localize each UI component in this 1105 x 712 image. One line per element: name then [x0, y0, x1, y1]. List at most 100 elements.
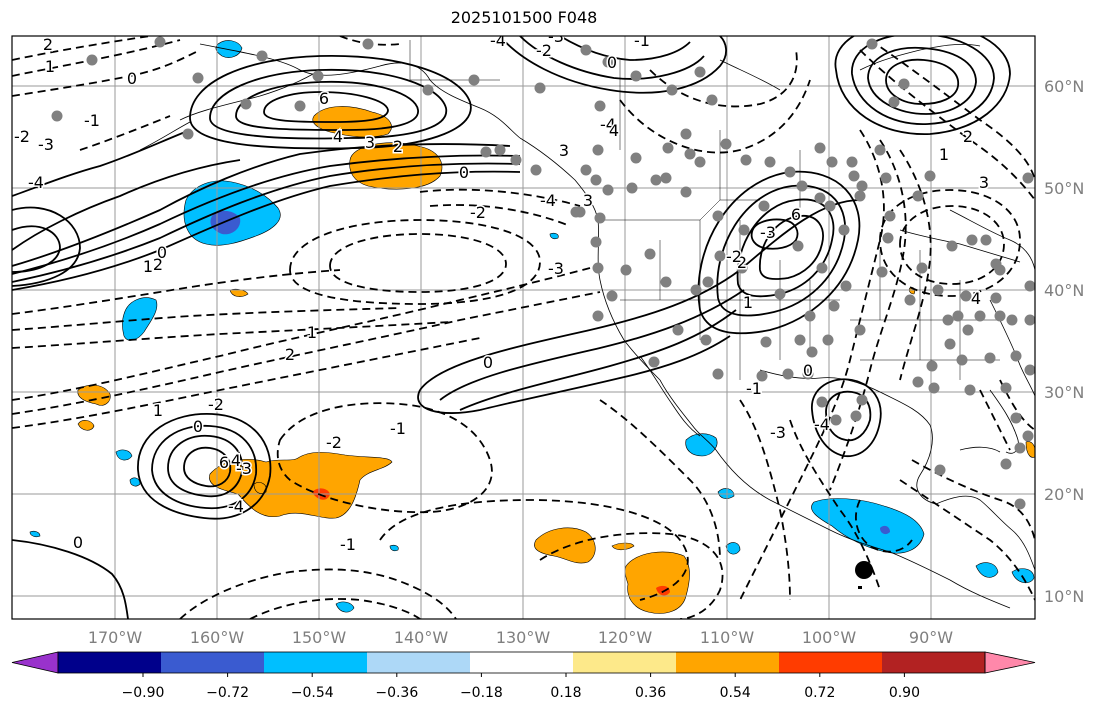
longitude-labels: 170°W 160°W 150°W 140°W 130°W 120°W 110°W 100°W…: [88, 628, 953, 647]
station-dot: [928, 382, 940, 394]
contour-label: 0: [483, 353, 493, 372]
station-dot: [774, 288, 786, 300]
contour-label: 3: [583, 191, 593, 210]
station-dot: [570, 206, 582, 218]
station-dot: [974, 310, 986, 322]
station-dot: [684, 148, 696, 160]
warm-anomaly-region: [534, 527, 596, 564]
station-dot: [590, 236, 602, 248]
colorbar-tick-label: 0.90: [889, 685, 920, 701]
contour-label: 0: [607, 53, 617, 72]
contour-label: -2: [326, 433, 342, 452]
contour-label: -1: [746, 379, 762, 398]
station-dot: [712, 210, 724, 222]
station-dot: [580, 44, 592, 56]
contour-label: 6: [791, 205, 801, 224]
station-dot: [796, 180, 808, 192]
contour-label: 3: [559, 141, 569, 160]
station-dot: [706, 94, 718, 106]
colorbar: [11, 651, 1036, 674]
longitude-label: 160°W: [190, 628, 245, 647]
colorbar-tick-label: 0.54: [720, 685, 751, 701]
station-dot: [840, 280, 852, 292]
contour-label: -2: [14, 127, 30, 146]
contour-label: -2: [726, 247, 742, 266]
station-dot: [602, 56, 614, 68]
contour-label: 3: [365, 133, 375, 152]
station-dot: [256, 50, 268, 62]
station-dot: [856, 394, 868, 406]
contour-label: -3: [548, 259, 564, 278]
station-dot: [802, 368, 814, 380]
contour-label: 1: [45, 57, 55, 76]
station-dot: [720, 138, 732, 150]
colorbar-tick-label: 0.36: [635, 685, 666, 701]
station-dot: [874, 144, 886, 156]
contour-label: 1: [143, 257, 153, 276]
station-dot: [912, 376, 924, 388]
station-dot: [680, 128, 692, 140]
latitude-label: 30°N: [1044, 383, 1084, 402]
cool-anomaly-region: [549, 232, 559, 240]
storm-marker-tail: [858, 586, 862, 589]
station-dot: [916, 262, 928, 274]
cool-anomaly-region: [115, 449, 133, 461]
station-dot: [1014, 442, 1026, 454]
latitude-label: 60°N: [1044, 77, 1084, 96]
station-dot: [1024, 280, 1035, 292]
contour-label: -4: [228, 497, 244, 516]
station-dot: [824, 200, 836, 212]
station-dot: [530, 164, 542, 176]
station-dot: [1022, 172, 1034, 184]
station-dot: [650, 174, 662, 186]
contour-label: 0: [127, 69, 137, 88]
station-dot: [694, 156, 706, 168]
station-dot: [984, 352, 996, 364]
station-dot: [240, 98, 252, 110]
contour-label: 0: [459, 163, 469, 182]
station-dot: [848, 170, 860, 182]
station-dot: [782, 368, 794, 380]
cool-anomaly-region: [122, 297, 158, 341]
contour-label: 2: [737, 253, 747, 272]
colorbar-tick-label: 0.72: [804, 685, 835, 701]
station-dot: [422, 84, 434, 96]
station-dot: [626, 182, 638, 194]
station-dot: [740, 154, 752, 166]
station-dot: [154, 36, 166, 48]
station-dot: [602, 184, 614, 196]
colorbar-tick-labels: −0.90 −0.72 −0.54 −0.36 −0.18 0.18 0.36 0.54 0.7…: [122, 673, 920, 701]
station-dot: [960, 290, 972, 302]
station-dot: [294, 100, 306, 112]
contour-label: -4: [814, 415, 830, 434]
longitude-label: 100°W: [802, 628, 857, 647]
station-dot: [962, 324, 974, 336]
colorbar-segment: [573, 652, 677, 673]
contour-label: -3: [770, 423, 786, 442]
station-dot: [792, 240, 804, 252]
station-dot: [838, 224, 850, 236]
station-dot: [854, 190, 866, 202]
cool-anomaly-region: [1011, 568, 1035, 584]
latitude-label: 20°N: [1044, 485, 1084, 504]
station-dot: [700, 334, 712, 346]
figure-title: 2025101500 F048: [450, 8, 598, 27]
station-dot: [882, 232, 894, 244]
colorbar-segment: [779, 652, 883, 673]
station-dot: [51, 110, 63, 122]
longitude-label: 130°W: [496, 628, 551, 647]
cool-anomaly-region: [389, 544, 399, 552]
longitude-label: 170°W: [88, 628, 143, 647]
station-dot: [1024, 314, 1035, 326]
colorbar-segment: [264, 652, 368, 673]
station-dot: [804, 310, 816, 322]
station-dot: [966, 234, 978, 246]
station-dot: [784, 166, 796, 178]
contour-label: 0: [157, 243, 167, 262]
station-dot: [592, 310, 604, 322]
station-dot: [192, 72, 204, 84]
contour-label: 0: [73, 533, 83, 552]
cool-anomaly-region: [685, 433, 718, 457]
